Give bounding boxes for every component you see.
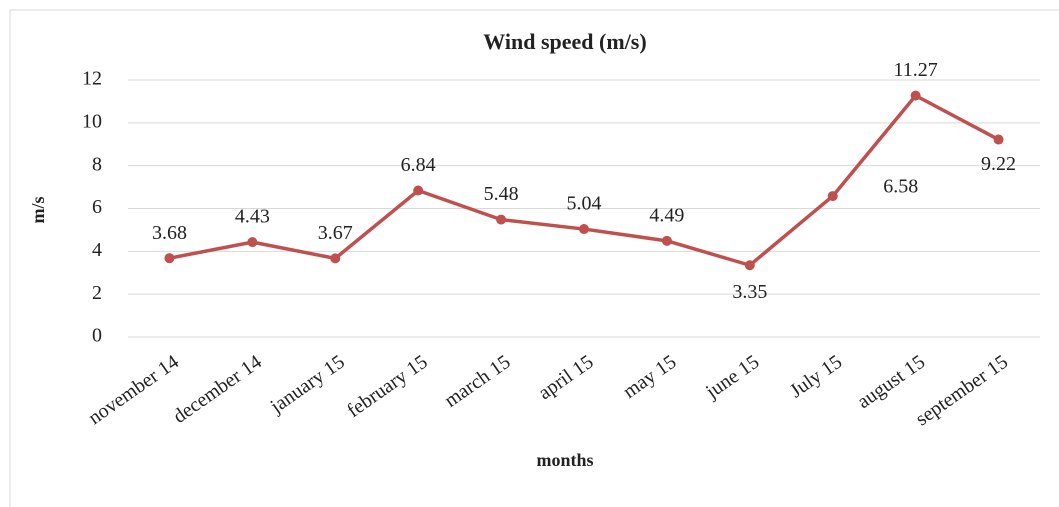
x-axis-label: months <box>536 450 593 470</box>
y-axis-label: m/s <box>28 197 48 224</box>
data-label: 3.68 <box>152 222 187 244</box>
y-tick-label: 10 <box>82 110 102 132</box>
point <box>827 191 838 202</box>
point <box>413 185 424 196</box>
data-label: 5.04 <box>567 193 602 215</box>
point <box>164 253 175 264</box>
point <box>661 235 672 246</box>
data-label: 4.43 <box>235 206 270 228</box>
point <box>993 134 1004 145</box>
chart-frame <box>9 9 1059 507</box>
y-tick-label: 0 <box>92 325 102 347</box>
data-label: 11.27 <box>894 59 938 81</box>
y-tick-label: 8 <box>92 153 102 175</box>
chart-title: Wind speed (m/s) <box>483 29 646 54</box>
data-label: 5.48 <box>484 183 519 205</box>
point <box>910 90 921 101</box>
point <box>579 224 589 235</box>
data-label: 6.58 <box>883 176 918 198</box>
data-label: 9.22 <box>981 153 1016 175</box>
y-tick-label: 6 <box>92 196 102 218</box>
data-label: 3.67 <box>318 222 353 244</box>
y-tick-label: 4 <box>92 239 102 261</box>
y-tick-label: 12 <box>82 68 102 90</box>
point <box>247 237 258 248</box>
data-label: 4.49 <box>649 204 684 226</box>
point <box>330 253 341 264</box>
y-tick-label: 2 <box>92 282 102 304</box>
point <box>496 214 507 225</box>
data-label: 3.35 <box>732 281 767 303</box>
point <box>744 260 755 271</box>
data-label: 6.84 <box>401 154 436 176</box>
